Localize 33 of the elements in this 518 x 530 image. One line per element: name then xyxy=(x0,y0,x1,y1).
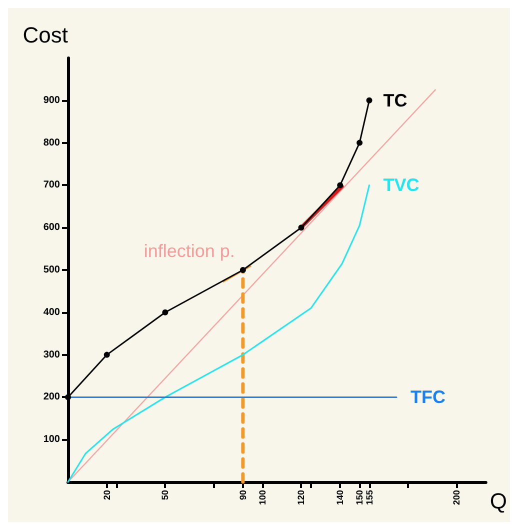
x-axis-title: Q xyxy=(490,488,508,514)
x-tick-label: 140 xyxy=(335,490,346,506)
x-tick-label: 50 xyxy=(160,490,170,500)
x-tick-label: 100 xyxy=(257,490,268,506)
x-tick-label: 155 xyxy=(364,490,374,506)
point xyxy=(337,182,344,188)
y-tick-label: 300 xyxy=(43,349,60,360)
point xyxy=(162,309,168,316)
point xyxy=(240,267,246,273)
series-label: TFC xyxy=(410,387,446,408)
y-tick-label: 800 xyxy=(43,137,60,148)
y-tick-label: 500 xyxy=(43,264,60,276)
point xyxy=(298,224,304,231)
x-tick-label: 20 xyxy=(102,490,112,500)
x-tick-label: 120 xyxy=(296,490,306,506)
point xyxy=(366,97,372,104)
y-axis-title: Cost xyxy=(22,22,68,48)
y-tick-label: 100 xyxy=(43,434,60,446)
series-label: TC xyxy=(383,90,408,110)
point xyxy=(65,394,71,400)
y-tick-label: 700 xyxy=(43,180,60,191)
y-tick-label: 900 xyxy=(43,94,60,106)
series-label: TVC xyxy=(383,175,420,196)
point xyxy=(104,352,110,358)
annotation: inflection p. xyxy=(144,241,235,261)
y-tick-label: 600 xyxy=(43,222,60,234)
x-tick-label: 150 xyxy=(354,490,365,506)
x-tick-label: 90 xyxy=(238,490,248,500)
line-series xyxy=(67,184,370,483)
x-tick-label: 200 xyxy=(452,490,462,506)
y-tick-label: 400 xyxy=(43,306,60,318)
y-tick-label: 200 xyxy=(43,392,60,403)
point xyxy=(356,140,363,146)
